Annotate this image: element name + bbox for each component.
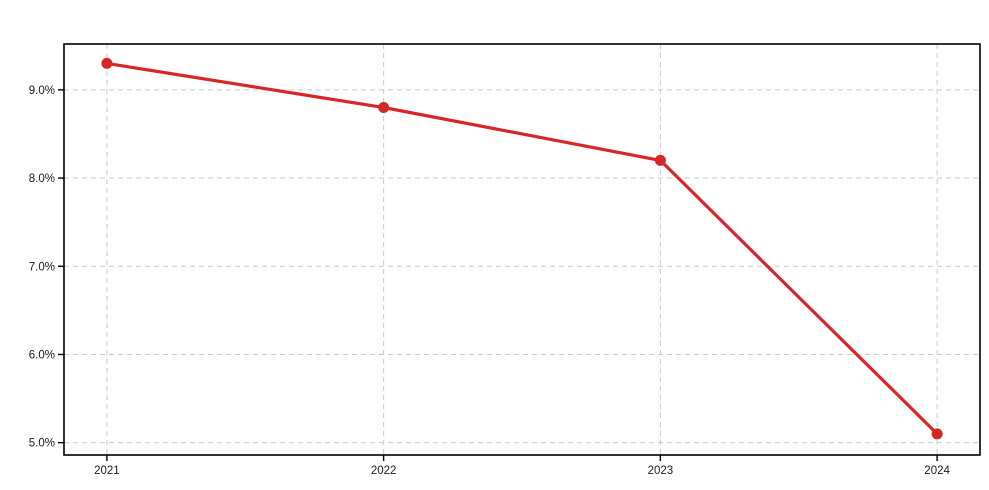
y-tick-label: 9.0% [29,85,55,97]
x-tick-label: 2021 [94,465,120,477]
data-point-marker [378,102,390,114]
trend-line [105,61,939,436]
x-tick-label: 2023 [648,465,674,477]
y-tick-label: 5.0% [29,438,55,450]
y-tick-label: 7.0% [29,261,55,273]
plot-border [63,43,981,456]
data-point-marker [654,154,666,166]
y-tick-label: 8.0% [29,173,55,185]
x-tick-label: 2024 [924,465,950,477]
data-point-marker [101,57,113,69]
data-point-marker [931,428,943,440]
x-tick-label: 2022 [371,465,397,477]
y-tick-label: 6.0% [29,349,55,361]
axes-background [64,44,980,455]
